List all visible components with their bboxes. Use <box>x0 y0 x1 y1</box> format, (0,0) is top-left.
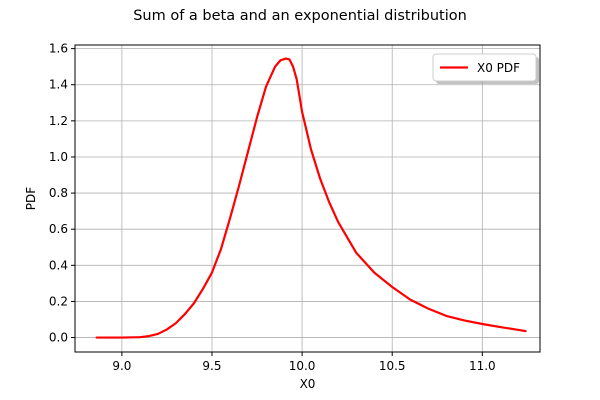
x-tick-label: 11.0 <box>469 359 496 373</box>
x-tick-label: 9.0 <box>112 359 131 373</box>
series-line-x0-pdf <box>95 57 527 339</box>
plot-frame <box>74 44 541 353</box>
x-axis-label: X0 <box>300 377 316 391</box>
y-tick-label: 0.6 <box>49 222 68 236</box>
legend-box <box>432 53 537 82</box>
y-tick-label: 1.4 <box>49 78 68 92</box>
y-tick-label: 1.0 <box>49 150 68 164</box>
y-axis-label: PDF <box>24 187 38 210</box>
y-tick-label: 0.8 <box>49 186 68 200</box>
legend-entry-label: X0 PDF <box>477 61 520 75</box>
grid <box>75 45 540 352</box>
x-tick-label: 10.5 <box>379 359 406 373</box>
ticks: 9.0 9.5 10.0 10.5 11.0 0.0 0.2 0.4 0.6 0.8 1.0 1.2 1… <box>49 42 496 373</box>
y-tick-label: 1.2 <box>49 114 68 128</box>
y-tick-label: 0.0 <box>49 331 68 345</box>
legend: X0 PDF <box>432 53 539 84</box>
chart-title: Sum of a beta and an exponential distrib… <box>133 8 467 24</box>
x-tick-label: 9.5 <box>202 359 221 373</box>
x-tick-label: 10.0 <box>289 359 316 373</box>
y-tick-label: 0.2 <box>49 294 68 308</box>
y-tick-label: 1.6 <box>49 42 68 56</box>
y-tick-label: 0.4 <box>49 258 68 272</box>
series-layer <box>95 57 527 339</box>
